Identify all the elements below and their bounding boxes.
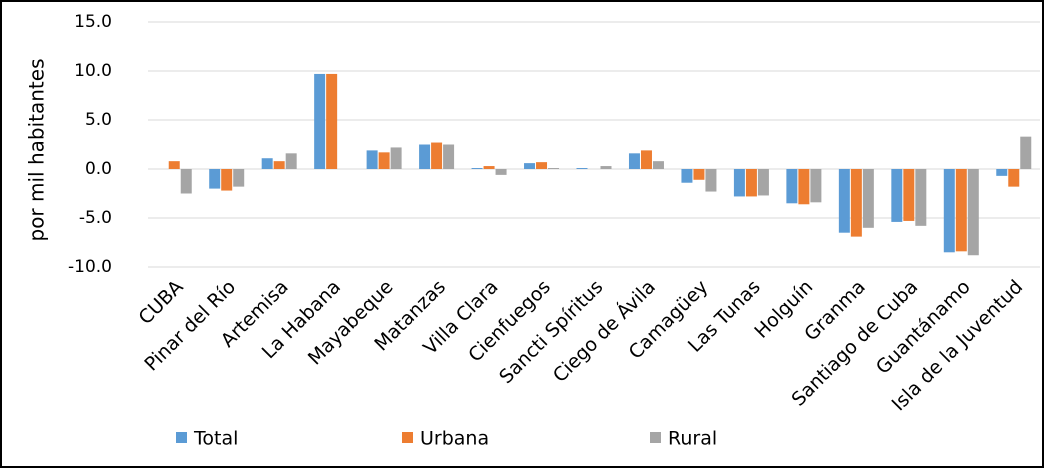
bar [600, 166, 612, 169]
bar [419, 144, 431, 169]
bar [390, 147, 402, 169]
bar [431, 142, 443, 169]
y-tick-label: -5.0 [79, 208, 112, 228]
bar [233, 169, 245, 187]
bar [471, 168, 483, 169]
bar [209, 169, 221, 189]
y-tick-label: 15.0 [74, 12, 112, 32]
legend-swatch [650, 432, 661, 443]
bar [576, 168, 588, 169]
bar [261, 158, 273, 169]
y-tick-label: 10.0 [74, 61, 112, 81]
bar [955, 169, 967, 252]
legend-swatch [176, 432, 187, 443]
bar [745, 169, 757, 197]
legend-label: Urbana [420, 428, 489, 450]
bar [495, 169, 507, 175]
y-tick-label: 5.0 [85, 110, 112, 130]
bar [862, 169, 874, 228]
bar [168, 161, 180, 169]
bar [891, 169, 903, 222]
bar [221, 169, 233, 191]
bar [838, 169, 850, 233]
bar [548, 168, 560, 169]
bar [757, 169, 769, 196]
bar [967, 169, 979, 256]
bar [681, 169, 693, 183]
y-tick-label: -10.0 [68, 257, 112, 277]
bar [943, 169, 955, 253]
bar [705, 169, 717, 192]
bar [915, 169, 927, 226]
bar [1020, 136, 1032, 169]
bar [850, 169, 862, 237]
legend-label: Total [193, 428, 238, 450]
bar [536, 162, 548, 169]
bar [733, 169, 745, 197]
bar [1008, 169, 1020, 187]
bar [693, 169, 705, 180]
bar [524, 163, 536, 169]
bar [640, 150, 652, 169]
bar [798, 169, 810, 205]
bar [273, 161, 285, 169]
bar [314, 73, 326, 169]
bar [443, 144, 455, 169]
y-tick-label: 0.0 [85, 159, 112, 179]
bar [180, 169, 192, 194]
bar [996, 169, 1008, 176]
y-axis-label: por mil habitantes [25, 59, 49, 242]
legend-swatch [402, 432, 413, 443]
bar [903, 169, 915, 221]
bar [285, 153, 297, 169]
bar [786, 169, 798, 204]
bar [366, 150, 378, 169]
bar [483, 166, 495, 169]
legend-label: Rural [668, 428, 717, 450]
bar [810, 169, 822, 203]
bar [378, 152, 390, 169]
bar [628, 153, 640, 169]
bar [326, 73, 338, 169]
bar [652, 161, 664, 169]
